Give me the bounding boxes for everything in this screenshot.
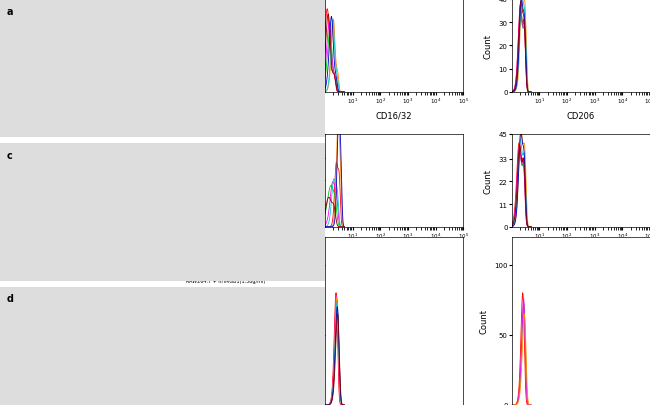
Text: d: d: [6, 293, 14, 303]
Y-axis label: Count: Count: [484, 34, 493, 59]
X-axis label: CD163: CD163: [567, 246, 595, 255]
Y-axis label: Count: Count: [292, 309, 302, 333]
X-axis label: CD206: CD206: [567, 112, 595, 121]
Y-axis label: Count: Count: [484, 168, 493, 193]
X-axis label: CD16/32: CD16/32: [376, 112, 412, 121]
Y-axis label: Count: Count: [297, 34, 306, 59]
Y-axis label: Count: Count: [297, 168, 306, 193]
Text: c: c: [6, 151, 12, 160]
Text: a: a: [6, 7, 13, 17]
Legend: RAW264.7, RAW264.7 + hHMGB1(0.1ug/ml), RAW264.7 + hHMGB1(0.2ug/ml), RAW264.7 + h: RAW264.7, RAW264.7 + hHMGB1(0.1ug/ml), R…: [176, 239, 266, 283]
X-axis label: HLA-DR: HLA-DR: [378, 246, 410, 255]
Y-axis label: Count: Count: [480, 309, 489, 333]
Text: e: e: [283, 217, 290, 227]
